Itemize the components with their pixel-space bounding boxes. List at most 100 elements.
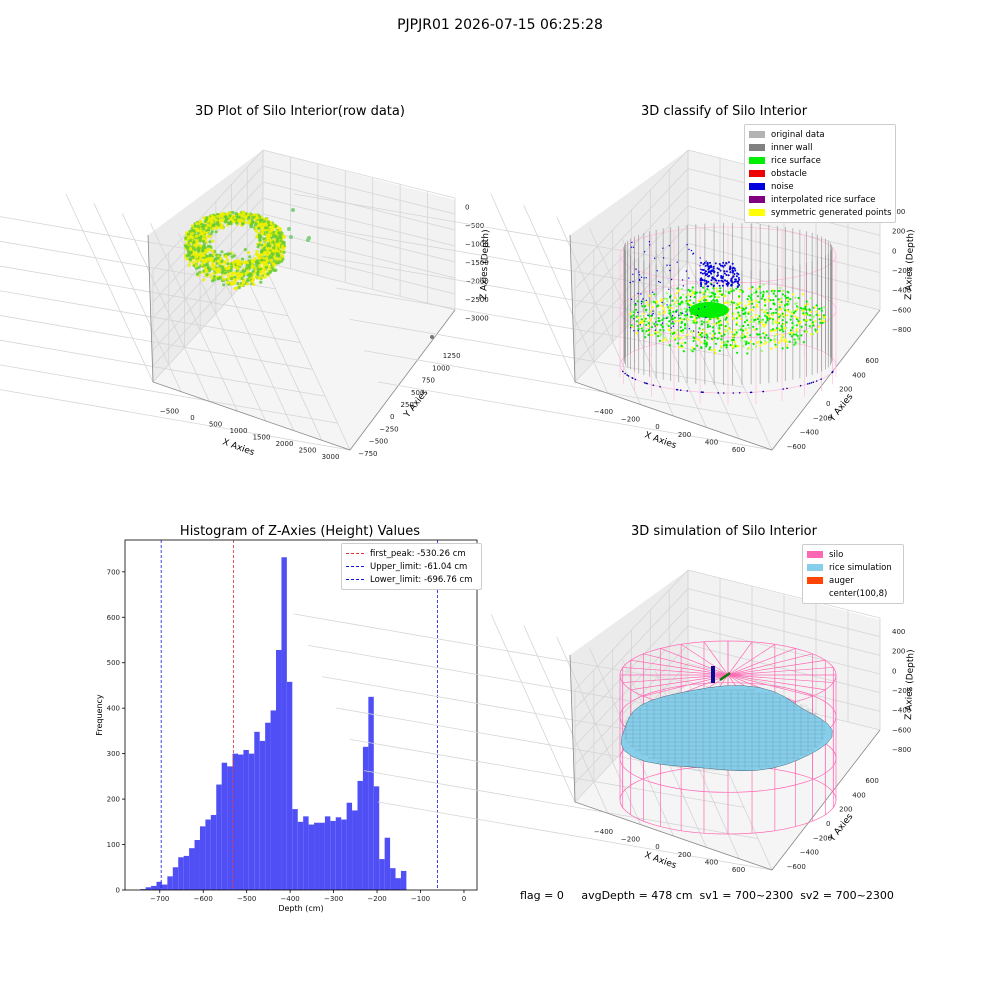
panel2-surface-point: [792, 324, 795, 327]
panel1-point: [253, 223, 257, 227]
panel2-surface-point: [768, 340, 771, 343]
panel2-surface-point: [820, 309, 823, 312]
panel2-noise-point: [652, 384, 655, 387]
panel2-noise-point: [646, 382, 648, 385]
panel1-point: [264, 256, 268, 260]
panel2-surface-point: [760, 321, 763, 324]
panel2-surface-point: [781, 328, 784, 331]
panel2-noise-point: [711, 276, 714, 279]
panel2-noise-point: [727, 274, 730, 277]
panel2-surface-point: [672, 310, 675, 313]
panel1-x-tick: 1000: [230, 427, 248, 435]
panel1-point: [212, 272, 216, 276]
panel2-surface-point: [737, 329, 740, 332]
panel2-legend-label: inner wall: [771, 142, 813, 153]
panel2-surface-point: [656, 305, 659, 308]
panel1-point: [220, 259, 224, 264]
panel2-surface-point: [784, 294, 787, 297]
panel1-point: [235, 286, 239, 290]
panel2-surface-point: [738, 314, 741, 317]
panel2-surface-point: [680, 318, 684, 321]
panel2-surface-point: [819, 321, 822, 324]
panel4-legend-item: auger: [807, 574, 899, 587]
panel2-surface-point: [782, 314, 786, 317]
panel2-surface-point: [669, 304, 672, 307]
panel2-legend-label: noise: [771, 181, 794, 192]
panel2-noise-point: [705, 316, 707, 319]
panel2-surface-point: [693, 347, 696, 351]
panel2-mound: [689, 302, 729, 318]
panel2-surface-point: [763, 298, 766, 301]
panel1-y-tick: −500: [369, 438, 388, 446]
panel2-noise-point: [659, 386, 661, 388]
panel2-surface-point: [759, 291, 762, 294]
panel1-point: [264, 226, 268, 230]
panel2-surface-point: [652, 300, 655, 303]
panel2-surface-point: [643, 332, 647, 335]
panel2-noise-point: [725, 270, 728, 273]
panel2-noise-point: [808, 382, 811, 385]
panel2-surface-point: [786, 346, 789, 349]
panel1-point: [188, 229, 192, 233]
panel2-noise-point: [704, 264, 707, 267]
panel2-surface-point: [643, 320, 646, 323]
panel2-surface-point: [727, 291, 730, 294]
panel2-surface-point: [817, 314, 821, 317]
panel2-surface-point: [636, 300, 639, 303]
panel2-surface-point: [644, 317, 647, 320]
panel1-point: [204, 258, 208, 263]
panel2-z-tick: −400: [892, 287, 911, 295]
panel2-surface-point: [682, 302, 685, 305]
panel2-surface-point: [665, 297, 669, 300]
panel1-point: [237, 212, 241, 216]
panel2-surface-point: [689, 315, 692, 318]
panel2-x-tick: −200: [621, 416, 640, 424]
panel2-surface-point: [686, 333, 689, 336]
panel2-surface-point: [657, 317, 660, 320]
panel2-surface-point: [758, 333, 761, 336]
panel2-surface-point: [741, 309, 744, 312]
panel2-noise-point: [711, 269, 714, 272]
panel1-point: [218, 276, 222, 280]
panel2-noise-point: [712, 265, 715, 268]
panel2-surface-point: [787, 291, 790, 294]
panel2-surface-point: [641, 305, 644, 308]
panel2-surface-point: [724, 290, 728, 293]
panel2-surface-point: [650, 301, 653, 304]
histogram-legend-item: Lower_limit: -696.76 cm: [346, 573, 477, 586]
panel2-noise-point: [700, 285, 703, 288]
panel2-surface-point: [717, 320, 720, 323]
panel1-point: [226, 269, 230, 274]
panel2-surface-point: [701, 296, 704, 300]
panel2-z-tick: 200: [892, 228, 905, 236]
panel2-surface-point: [660, 299, 663, 302]
panel2-surface-point: [700, 323, 703, 326]
panel1-point: [204, 269, 208, 273]
panel2-surface-point: [706, 325, 710, 329]
panel1-point: [209, 253, 213, 257]
panel2-surface-point: [704, 290, 707, 293]
panel2-noise-point: [729, 265, 732, 268]
panel2-surface-point: [724, 318, 727, 321]
panel2-surface-point: [678, 346, 681, 349]
panel2-surface-point: [702, 329, 705, 332]
panel2-z-tick: −200: [892, 267, 911, 275]
panel2-surface-point: [803, 330, 806, 333]
panel2-surface-point: [747, 323, 750, 327]
panel1-point: [257, 224, 261, 228]
panel2-surface-point: [709, 295, 712, 298]
panel4-legend-label: silo: [829, 549, 844, 560]
panel2-surface-point: [740, 335, 743, 338]
panel1-point: [265, 247, 269, 251]
panel2-surface-point: [745, 319, 749, 322]
histogram-y-tick-label: 100: [107, 841, 120, 849]
panel2-surface-point: [750, 313, 753, 316]
panel2-noise-point: [702, 263, 705, 266]
panel1-point: [271, 252, 275, 256]
panel2-surface-point: [697, 338, 700, 341]
panel2-surface-point: [691, 350, 694, 353]
panel2-surface-point: [720, 335, 723, 338]
panel2-noise-point: [716, 267, 719, 270]
panel2-noise-point: [699, 265, 701, 267]
panel2-surface-point: [742, 333, 745, 336]
